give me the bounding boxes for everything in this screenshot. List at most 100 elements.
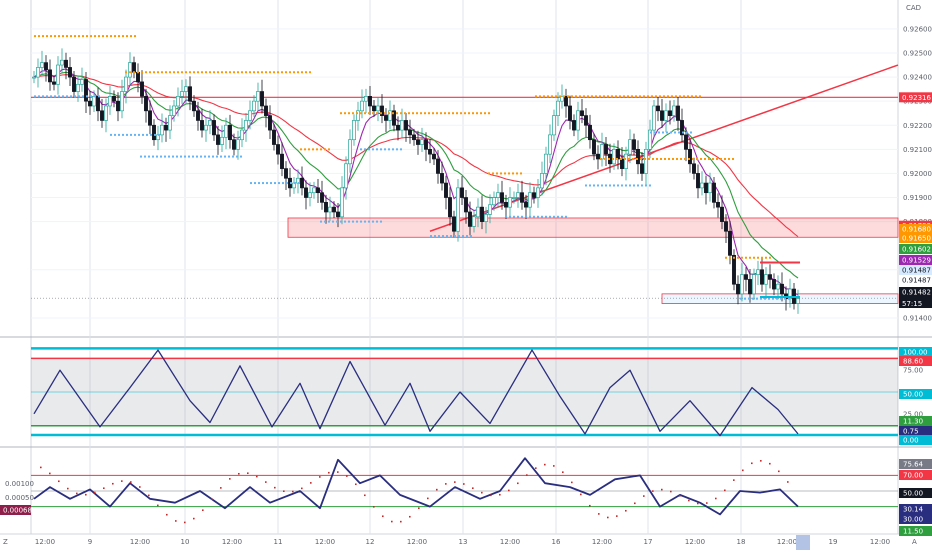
candle-body-108 <box>464 197 468 213</box>
mom-dot-454 <box>454 481 456 483</box>
support-dot-2-232 <box>232 155 234 158</box>
resistance-dot-0-110 <box>110 35 112 38</box>
support-dot-2-152 <box>152 155 154 158</box>
resistance-dot-1-301 <box>301 71 303 74</box>
candle-body-137 <box>580 110 584 116</box>
candle-body-54 <box>248 110 252 121</box>
candle-body-34 <box>168 115 172 131</box>
countdown-label: 57:15 <box>902 300 922 308</box>
support-dot-1-142 <box>142 133 144 136</box>
candle-body-143 <box>604 144 608 155</box>
resistance-dot-5-583 <box>583 95 585 98</box>
resistance-dot-1-165 <box>165 71 167 74</box>
candle-body-81 <box>356 110 360 121</box>
support-dot-7-549 <box>549 215 551 218</box>
resistance-dot-3-356 <box>356 112 358 115</box>
support-dot-6-462 <box>462 235 464 238</box>
resistance-dot-3-424 <box>424 112 426 115</box>
candle-body-94 <box>408 129 412 136</box>
support-dot-1-154 <box>154 133 156 136</box>
mom-dot-274 <box>274 486 276 489</box>
mom-dot-40 <box>40 466 42 469</box>
candle-body-1 <box>36 67 40 78</box>
resistance-dot-3-464 <box>464 112 466 115</box>
support-dot-7-553 <box>553 215 555 218</box>
candle-body-184 <box>768 274 772 280</box>
mom-dot-661 <box>661 488 663 491</box>
resistance-dot-6-680 <box>680 157 682 160</box>
candle-body-48 <box>224 124 228 138</box>
candle-body-52 <box>240 129 244 141</box>
resistance-dot-3-480 <box>480 112 482 115</box>
support-dot-4-348 <box>348 220 350 223</box>
resistance-dot-4-512 <box>512 172 514 175</box>
candle-body-179 <box>748 279 752 295</box>
resistance-dot-5-659 <box>659 95 661 98</box>
support-dot-9-650 <box>650 131 652 134</box>
tz-abbrev-label[interactable]: A <box>912 538 917 546</box>
candle-body-127 <box>540 173 544 189</box>
candle-body-35 <box>172 105 176 116</box>
price-pane[interactable] <box>0 0 898 336</box>
candle-body-32 <box>160 124 164 136</box>
resistance-dot-6-644 <box>644 157 646 160</box>
candle-body-30 <box>152 124 156 141</box>
support-dot-5-400 <box>400 148 402 151</box>
support-dot-0-98 <box>98 95 100 98</box>
support-dot-8-617 <box>617 184 619 187</box>
candle-body-167 <box>700 182 704 189</box>
price-tag-bg-2 <box>899 224 932 234</box>
support-dot-9-658 <box>658 131 660 134</box>
support-dot-9-666 <box>666 131 668 134</box>
support-dot-0-74 <box>74 95 76 98</box>
resistance-dot-6-632 <box>632 157 634 160</box>
candle-body-185 <box>772 279 776 290</box>
time-tick-6: 12:00 <box>315 538 335 546</box>
resistance-dot-6-676 <box>676 157 678 160</box>
support-dot-10-764 <box>764 297 766 300</box>
ema-slow-line <box>33 74 799 238</box>
resistance-dot-6-648 <box>648 157 650 160</box>
time-tick-1: 9 <box>88 538 92 546</box>
candle-body-24 <box>128 62 132 78</box>
candle-body-136 <box>576 110 580 131</box>
candle-body-178 <box>744 274 748 280</box>
resistance-dot-1-145 <box>145 71 147 74</box>
resistance-dot-6-656 <box>656 157 658 160</box>
osc-tag-bg-0 <box>899 347 932 357</box>
mom-tag-bg-1 <box>899 470 932 480</box>
support-dot-7-521 <box>521 215 523 218</box>
support-dot-4-324 <box>324 220 326 223</box>
support-dot-6-458 <box>458 235 460 238</box>
candle-body-2 <box>40 62 44 68</box>
resistance-dot-1-149 <box>149 71 151 74</box>
resistance-dot-0-90 <box>90 35 92 38</box>
support-dot-6-438 <box>438 235 440 238</box>
resistance-dot-3-460 <box>460 112 462 115</box>
currency-label: CAD <box>906 4 921 12</box>
support-dot-2-144 <box>144 155 146 158</box>
resistance-dot-3-448 <box>448 112 450 115</box>
support-dot-0-86 <box>86 95 88 98</box>
candle-body-22 <box>120 91 124 112</box>
resistance-dot-6-684 <box>684 157 686 160</box>
candle-body-51 <box>236 139 240 150</box>
resistance-dot-5-559 <box>559 95 561 98</box>
candle-body-11 <box>76 83 80 92</box>
resistance-dot-1-273 <box>273 71 275 74</box>
candle-body-78 <box>344 163 348 189</box>
support-dot-6-442 <box>442 235 444 238</box>
mom-dot-328 <box>328 471 330 474</box>
support-dot-7-533 <box>533 215 535 218</box>
candle-body-102 <box>440 173 444 184</box>
candle-body-84 <box>368 96 372 107</box>
candle-body-99 <box>428 148 432 155</box>
resistance-dot-5-551 <box>551 95 553 98</box>
mom-dot-166 <box>166 513 168 516</box>
candle-body-61 <box>276 144 280 155</box>
resistance-dot-1-153 <box>153 71 155 74</box>
support-dot-2-228 <box>228 155 230 158</box>
resistance-dot-6-628 <box>628 157 630 160</box>
timezone-label[interactable]: Z <box>3 538 8 546</box>
